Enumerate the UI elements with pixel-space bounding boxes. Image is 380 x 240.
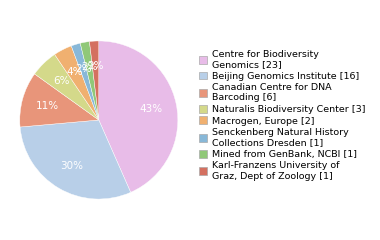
- Text: 4%: 4%: [66, 67, 82, 77]
- Text: 2%: 2%: [75, 64, 91, 74]
- Wedge shape: [35, 54, 99, 120]
- Wedge shape: [71, 43, 99, 120]
- Wedge shape: [20, 120, 131, 199]
- Wedge shape: [99, 41, 178, 192]
- Wedge shape: [20, 74, 99, 127]
- Text: 2%: 2%: [87, 61, 104, 71]
- Wedge shape: [55, 46, 99, 120]
- Wedge shape: [80, 42, 99, 120]
- Text: 2%: 2%: [81, 62, 98, 72]
- Text: 43%: 43%: [140, 104, 163, 114]
- Wedge shape: [89, 41, 99, 120]
- Legend: Centre for Biodiversity
Genomics [23], Beijing Genomics Institute [16], Canadian: Centre for Biodiversity Genomics [23], B…: [198, 50, 365, 181]
- Text: 30%: 30%: [60, 161, 83, 171]
- Text: 11%: 11%: [35, 101, 59, 111]
- Text: 6%: 6%: [53, 76, 70, 86]
